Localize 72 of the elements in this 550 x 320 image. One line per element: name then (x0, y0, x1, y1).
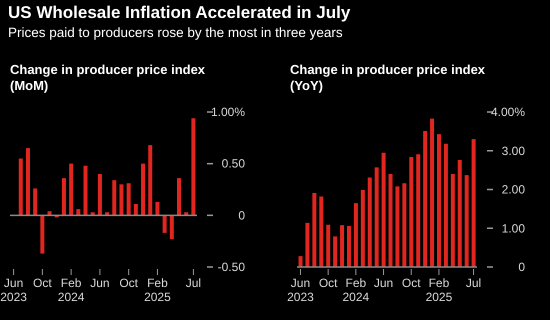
text: US Wholesale Inflation Accelerated in July (8, 2, 350, 24)
bar (84, 166, 88, 216)
x-tick-label: Jun (90, 276, 110, 290)
bar (423, 130, 428, 267)
bar (444, 144, 448, 267)
bar (112, 180, 116, 216)
x-tick-label: Oct (318, 276, 338, 290)
bar (155, 202, 160, 216)
x-tick-label: Jun (374, 276, 394, 290)
bar (162, 215, 167, 233)
bar (326, 224, 330, 267)
bar (354, 203, 358, 267)
bar (360, 190, 365, 267)
bar (333, 236, 338, 267)
x-tick-label: Jun 2023 (0, 276, 28, 304)
y-tick-label: -0.50 (218, 260, 246, 274)
bar (464, 175, 469, 267)
bar (374, 167, 379, 267)
bar (62, 178, 66, 216)
bar (134, 204, 138, 216)
bar (458, 160, 462, 267)
x-tick-label: Oct (402, 276, 422, 290)
bar (382, 152, 386, 267)
bar (33, 188, 38, 216)
bar (340, 225, 344, 267)
bar (472, 139, 476, 267)
bar (298, 256, 303, 267)
bar (436, 134, 441, 267)
bar (141, 164, 146, 216)
bar (368, 177, 372, 267)
bar (18, 158, 23, 216)
bar (26, 148, 30, 216)
x-tick-label: Jul (466, 276, 482, 290)
y-tick-label: 0 (238, 208, 246, 222)
bar (312, 192, 316, 267)
bar (126, 183, 131, 216)
bar (170, 215, 174, 240)
bar (416, 154, 420, 267)
x-tick-label: Jun 2023 (287, 276, 314, 304)
x-tick-label: Oct (33, 276, 52, 290)
bar (40, 215, 44, 254)
bar (148, 145, 152, 216)
bar (177, 178, 182, 216)
y-tick-label: 1.00% (210, 105, 246, 119)
bar (319, 196, 324, 267)
bar (191, 118, 196, 216)
bar (402, 183, 406, 267)
bar (69, 164, 74, 216)
bar (388, 174, 393, 267)
y-tick-label: 0.50 (222, 156, 246, 171)
bar (409, 156, 414, 267)
y-tick-label: 1.00 (502, 221, 526, 236)
bar (305, 222, 310, 267)
bar (450, 174, 455, 267)
x-tick-label: Jul (186, 276, 202, 290)
bar (430, 118, 434, 267)
y-tick-label: 3.00 (502, 144, 526, 158)
bar (395, 186, 400, 267)
chart-title: Change in producer price index (MoM) (10, 62, 206, 94)
chart-title: Change in producer price index (YoY) (290, 62, 486, 94)
bar (346, 226, 351, 267)
x-tick-label: Feb 2025 (144, 276, 172, 304)
x-tick-label: Oct (119, 276, 139, 290)
bar (119, 184, 124, 216)
bar (98, 174, 102, 216)
x-tick-label: Feb 2025 (426, 276, 453, 304)
x-tick-label: Feb 2024 (342, 276, 370, 304)
y-tick-label: 2.00 (502, 182, 526, 196)
x-tick-label: Feb 2024 (58, 276, 85, 304)
text: Prices paid to producers rose by the most in three years (8, 24, 344, 42)
y-tick-label: 0 (518, 260, 526, 274)
y-tick-label: 4.00% (490, 105, 526, 119)
